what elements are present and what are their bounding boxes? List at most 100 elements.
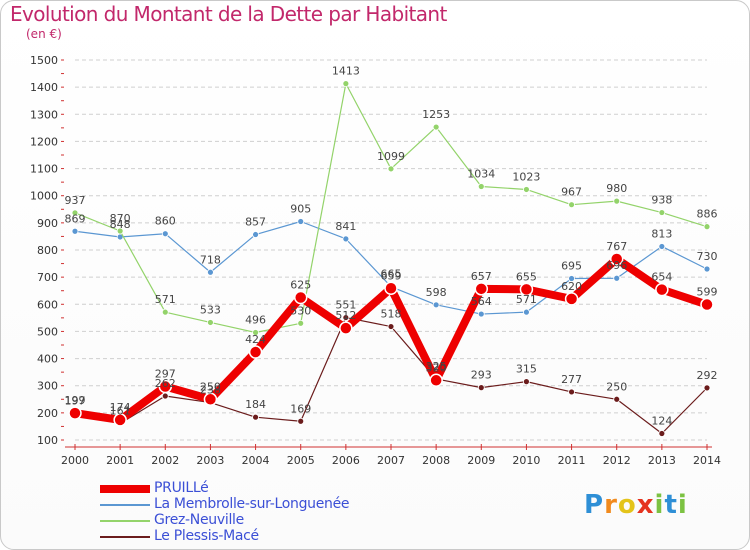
series-line	[74, 212, 302, 334]
x-tick-label: 2014	[693, 454, 721, 467]
data-label: 730	[697, 250, 718, 263]
data-label: 1099	[377, 150, 405, 163]
data-label: 325	[426, 360, 447, 373]
data-label: 293	[471, 369, 492, 382]
data-label: 292	[697, 369, 718, 382]
data-point	[387, 165, 395, 173]
data-point	[523, 378, 530, 386]
legend-item: PRUILLé	[100, 480, 430, 497]
data-label: 841	[335, 220, 356, 233]
data-label: 424	[245, 333, 266, 346]
data-point	[297, 218, 305, 225]
data-label: 870	[110, 212, 131, 225]
data-point	[568, 201, 575, 209]
data-point	[207, 268, 214, 276]
data-label: 1023	[512, 170, 540, 183]
data-label: 262	[155, 377, 176, 390]
logo-letter: i	[677, 490, 688, 520]
legend-label: Grez-Neuville	[154, 512, 244, 528]
data-label: 695	[561, 260, 582, 273]
y-tick-label: 1400	[30, 81, 58, 94]
data-label: 551	[335, 299, 356, 312]
data-label: 654	[651, 271, 672, 284]
y-tick-label: 100	[37, 434, 58, 447]
data-point	[71, 227, 79, 235]
legend-label: Le Plessis-Macé	[154, 528, 259, 544]
logo-letter: t	[664, 490, 678, 520]
data-label: 564	[471, 295, 492, 308]
data-point	[564, 292, 579, 306]
legend-label: La Membrolle-sur-Longuenée	[154, 496, 350, 512]
legend: PRUILLé La Membrolle-sur-Longuenée Grez-…	[100, 480, 430, 545]
data-label: 320	[426, 361, 447, 374]
legend-item: Grez-Neuville	[100, 512, 430, 529]
data-label: 860	[155, 215, 176, 228]
data-label: 124	[651, 414, 672, 427]
x-tick-label: 2003	[196, 454, 224, 467]
data-label: 1413	[332, 65, 360, 78]
logo-letter: r	[604, 490, 618, 520]
data-point	[293, 290, 308, 305]
series-line	[300, 83, 392, 324]
data-point	[477, 310, 485, 318]
axes: 100 200 300 400 500 600 700 800 900 1000 1100 1200 1…	[30, 54, 721, 467]
legend-label: PRUILLé	[154, 480, 209, 496]
data-point	[161, 392, 169, 400]
data-point	[477, 183, 485, 190]
logo-letter: o	[617, 490, 637, 520]
series-layer	[68, 80, 714, 437]
data-label: 598	[426, 286, 447, 299]
data-label: 496	[245, 314, 266, 327]
data-label: 238	[200, 384, 221, 397]
data-point	[613, 197, 621, 205]
data-label: 857	[245, 216, 266, 229]
proxiti-logo: Proxiti	[584, 490, 688, 520]
data-label: 869	[65, 212, 86, 225]
data-point	[523, 186, 530, 193]
legend-item: Le Plessis-Macé	[100, 528, 430, 545]
y-tick-label: 300	[37, 380, 58, 393]
data-labels: 197 161 262 238 184 169 551 518 325 293 315 277 250 1…	[65, 65, 718, 428]
y-tick-label: 1300	[30, 108, 58, 121]
data-point	[207, 319, 214, 326]
data-label: 250	[200, 380, 221, 393]
data-point	[703, 265, 711, 273]
data-point	[658, 243, 666, 250]
data-label: 767	[606, 240, 627, 253]
data-label: 659	[381, 269, 402, 282]
x-tick-label: 2005	[287, 454, 315, 467]
data-label: 625	[290, 279, 311, 292]
data-point	[252, 413, 259, 421]
data-point	[523, 308, 530, 316]
y-tick-label: 1000	[30, 190, 58, 203]
data-point	[387, 323, 395, 330]
y-tick-label: 900	[37, 217, 58, 230]
data-point	[703, 384, 711, 392]
data-point	[477, 384, 485, 392]
x-tick-label: 2000	[61, 454, 89, 467]
data-point	[71, 209, 79, 217]
data-label: 905	[290, 203, 311, 216]
data-point	[474, 282, 489, 296]
y-tick-label: 700	[37, 271, 58, 284]
data-point	[116, 227, 124, 235]
data-label: 937	[65, 194, 86, 207]
data-label: 197	[65, 395, 86, 408]
data-label: 620	[561, 280, 582, 293]
y-tick-label: 800	[37, 244, 58, 257]
data-label: 1034	[467, 167, 495, 180]
gridlines	[75, 59, 707, 441]
data-label: 530	[290, 304, 311, 317]
legend-swatch	[100, 485, 150, 493]
data-point	[658, 430, 666, 437]
data-label: 277	[561, 373, 582, 386]
x-tick-label: 2002	[151, 454, 179, 467]
data-label: 813	[651, 227, 672, 240]
data-point	[252, 329, 259, 336]
data-point	[297, 417, 305, 425]
data-label: 848	[110, 218, 131, 231]
legend-swatch	[100, 536, 150, 538]
data-label: 297	[155, 368, 176, 381]
data-point	[161, 308, 169, 316]
